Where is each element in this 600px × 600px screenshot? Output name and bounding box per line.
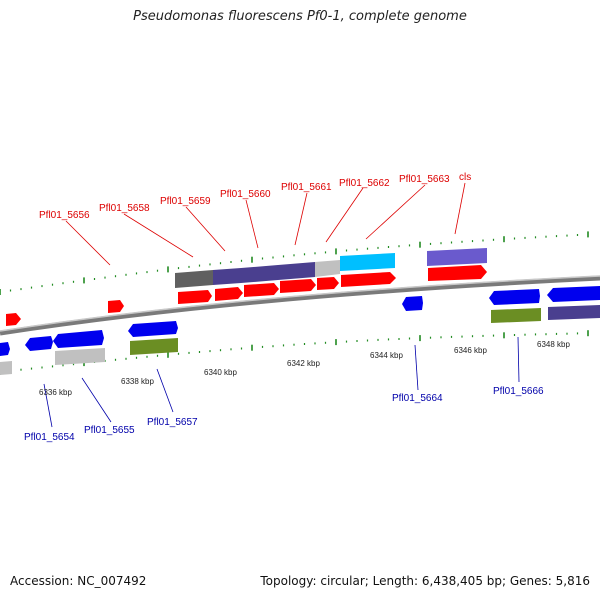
label-pfl01-5664[interactable]: Pfl01_5664 [392,393,443,404]
gene-arrow[interactable] [244,283,279,297]
gene-arrow[interactable] [25,336,53,351]
upper-gene-track [175,248,487,288]
lower-gene-track [0,305,600,375]
gene-arrow[interactable] [108,300,124,313]
label-pfl01-5661[interactable]: Pfl01_5661 [281,182,332,193]
genome-title: Pseudomonas fluorescens Pf0-1, complete … [133,9,467,24]
gene-arrow[interactable] [0,342,10,356]
label-pfl01-5659[interactable]: Pfl01_5659 [160,196,211,207]
gene-cls-block[interactable] [427,248,487,266]
scale-label: 6338 kbp [121,377,154,386]
gene-block[interactable] [130,338,178,355]
reverse-strand-track [0,286,600,356]
gene-arrow[interactable] [128,321,178,337]
gene-arrow[interactable] [428,265,487,281]
scale-label: 6346 kbp [454,346,487,355]
label-pfl01-5666[interactable]: Pfl01_5666 [493,386,544,397]
gene-pfl01-5661-block[interactable] [315,260,340,277]
gene-arrow[interactable] [402,296,423,311]
forward-strand-track [6,265,487,326]
gene-pfl01-5659-block[interactable] [241,265,278,283]
gene-arrow[interactable] [317,277,339,290]
gene-pfl01-5662-block[interactable] [340,253,395,271]
lower-tick-row [0,330,589,375]
label-pfl01-5655[interactable]: Pfl01_5655 [84,425,135,436]
bottom-labels: Pfl01_5654 Pfl01_5655 Pfl01_5657 Pfl01_5… [24,336,544,443]
accession-label: Accession: NC_007492 [10,574,147,588]
gene-block[interactable] [55,348,105,365]
label-pfl01-5656[interactable]: Pfl01_5656 [39,210,90,221]
gene-arrow[interactable] [489,289,540,305]
gene-pfl01-5658-block[interactable] [213,268,241,285]
gene-block[interactable] [491,308,541,323]
label-pfl01-5654[interactable]: Pfl01_5654 [24,432,75,443]
gene-pfl01-5660-block[interactable] [278,262,315,280]
scale-label: 6348 kbp [537,340,570,349]
gene-arrow[interactable] [547,286,600,302]
gene-block[interactable] [0,361,12,375]
gene-block[interactable] [548,305,600,320]
gene-pfl01-5656-block[interactable] [175,270,213,288]
scale-label: 6340 kbp [204,368,237,377]
upper-labels: Pfl01_5656 Pfl01_5658 Pfl01_5659 Pfl01_5… [39,172,471,266]
genome-summary: Topology: circular; Length: 6,438,405 bp… [260,574,590,588]
gene-arrow[interactable] [280,279,316,293]
label-cls[interactable]: cls [459,172,471,183]
label-pfl01-5657[interactable]: Pfl01_5657 [147,417,198,428]
label-pfl01-5660[interactable]: Pfl01_5660 [220,189,271,200]
gene-arrow[interactable] [6,313,21,326]
gene-arrow[interactable] [178,290,212,304]
label-pfl01-5658[interactable]: Pfl01_5658 [99,203,150,214]
scale-label: 6336 kbp [39,388,72,397]
scale-labels: 6336 kbp 6338 kbp 6340 kbp 6342 kbp 6344… [39,340,570,397]
label-pfl01-5662[interactable]: Pfl01_5662 [339,178,390,189]
upper-tick-row [0,231,589,295]
scale-label: 6342 kbp [287,359,320,368]
gene-arrow[interactable] [215,287,243,301]
genome-backbone [0,275,600,336]
gene-arrow[interactable] [53,330,104,348]
gene-arrow[interactable] [341,272,396,287]
scale-label: 6344 kbp [370,351,403,360]
label-pfl01-5663[interactable]: Pfl01_5663 [399,174,450,185]
